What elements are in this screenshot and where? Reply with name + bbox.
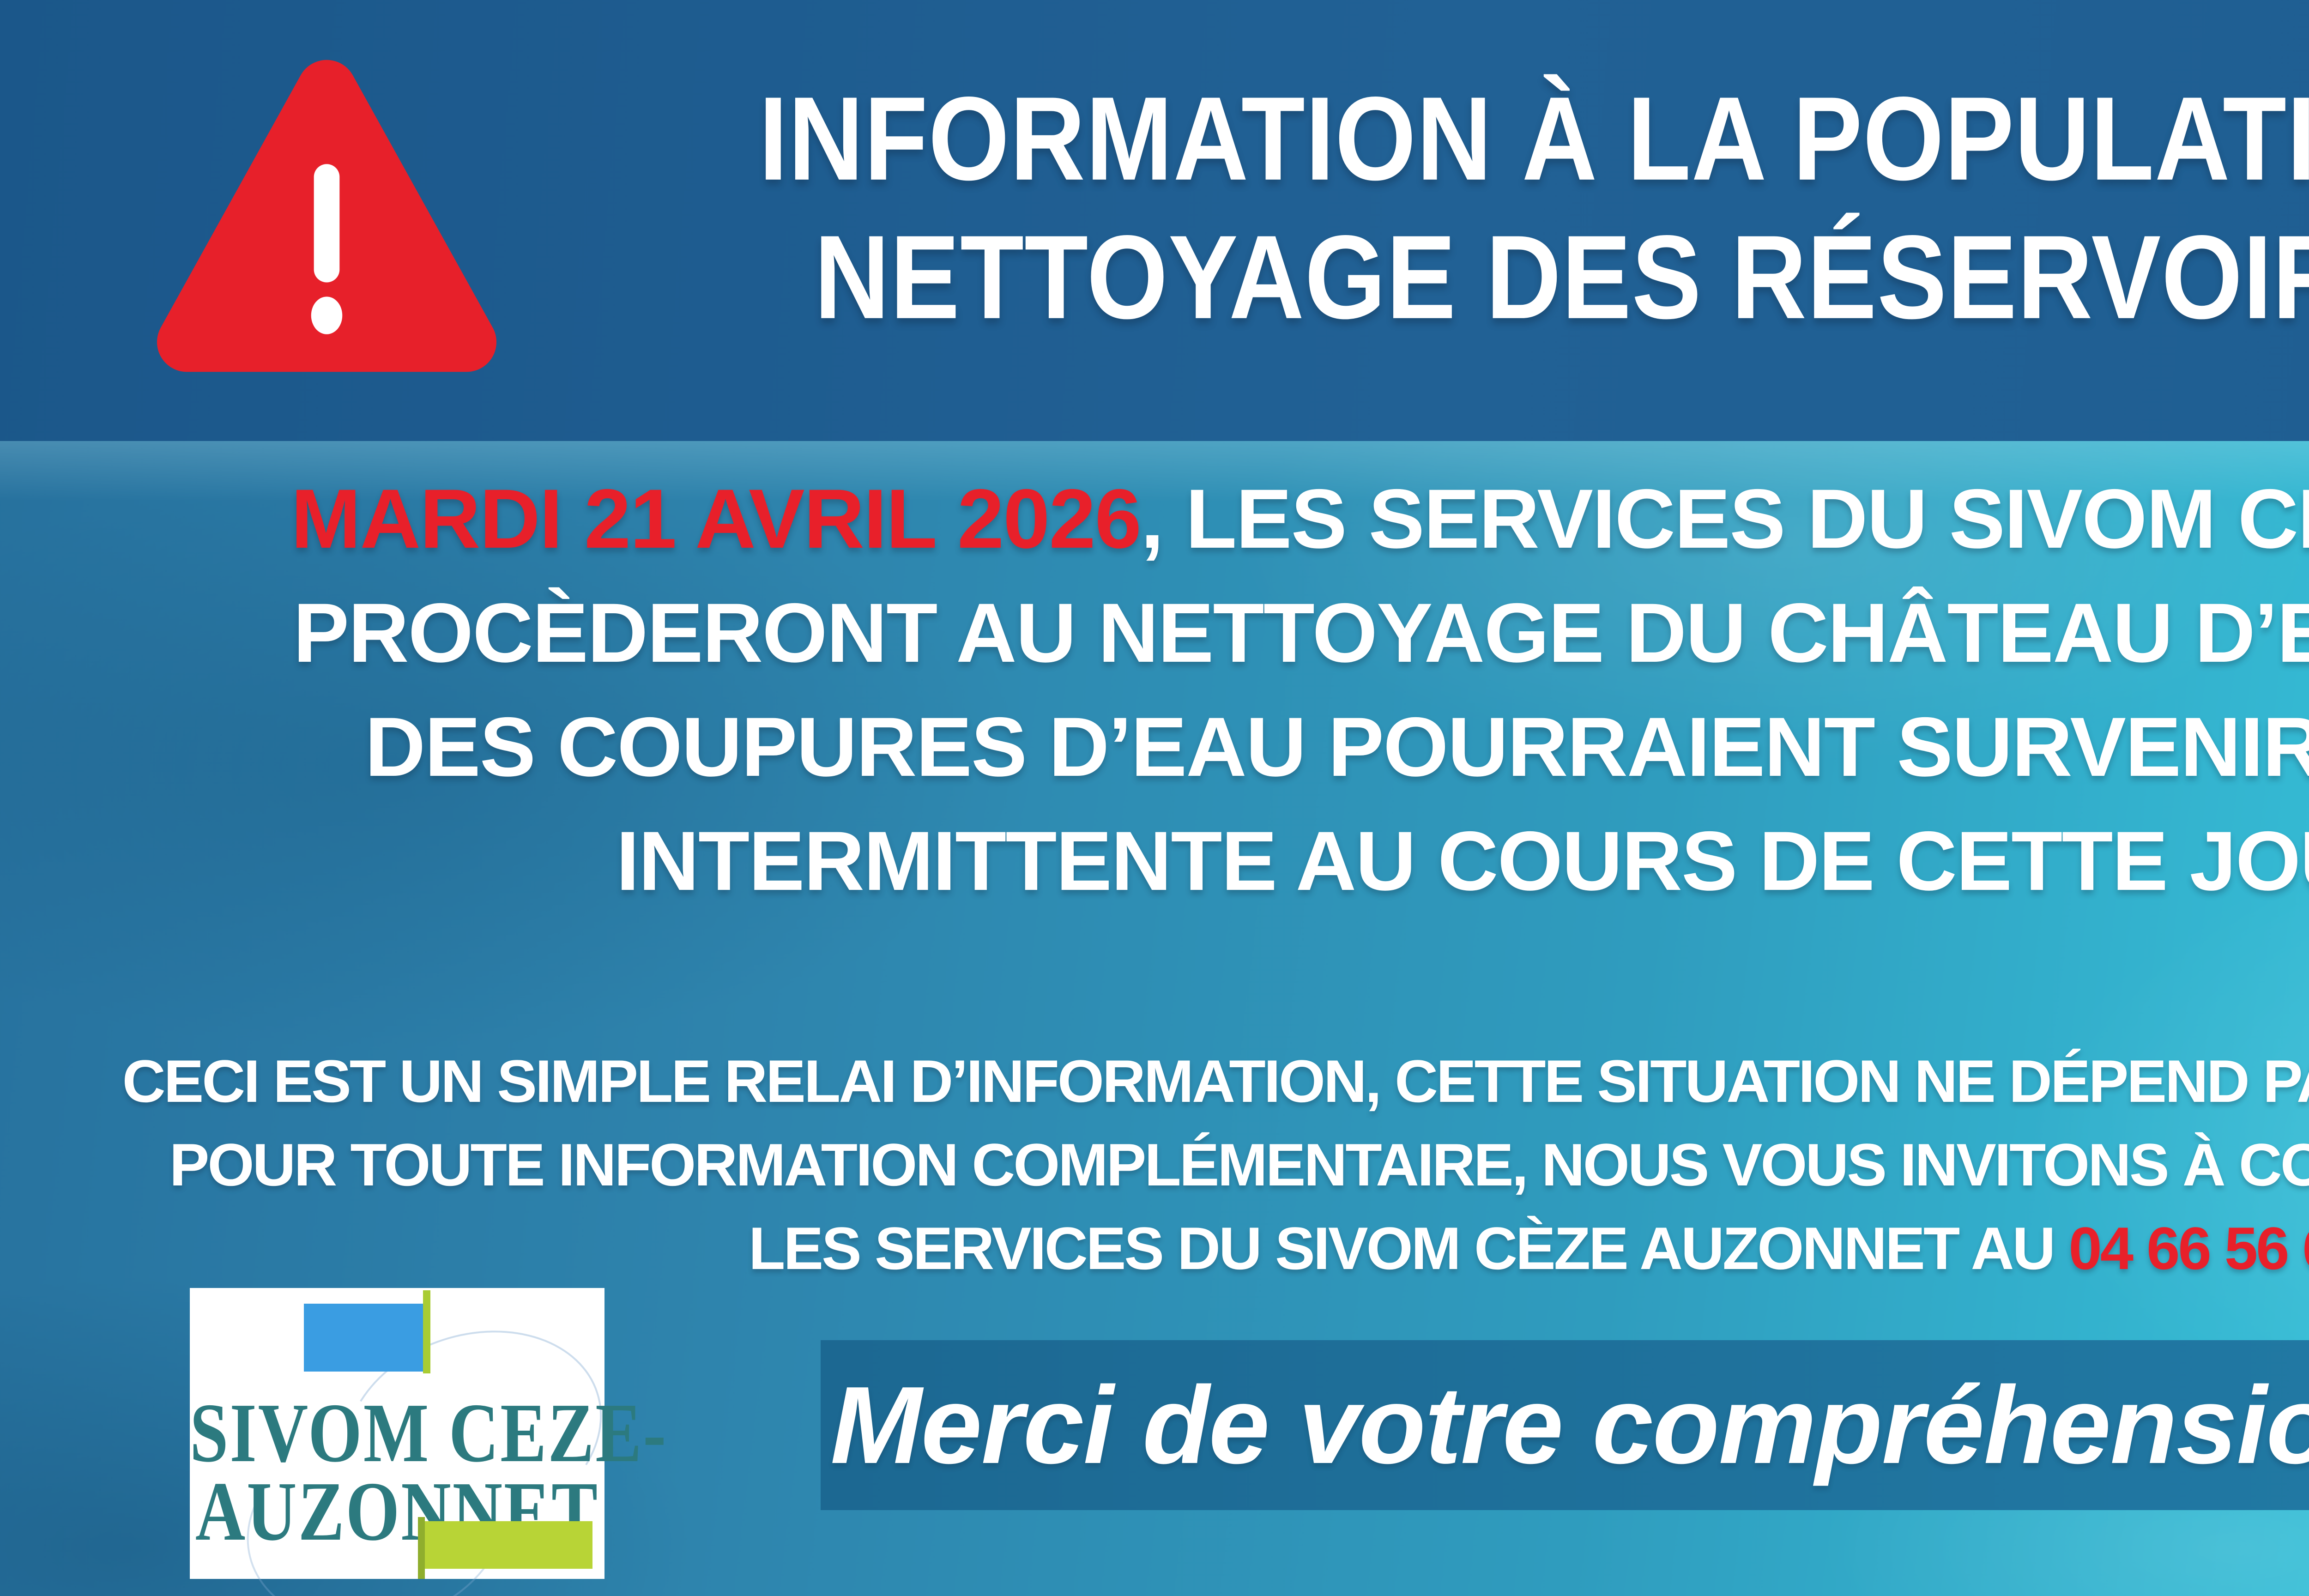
- sivom-green-bar-bottom: [418, 1517, 425, 1579]
- poster-title: INFORMATION À LA POPULATION NETTOYAGE DE…: [554, 69, 2309, 346]
- sivom-logo: SIVOM CEZE- AUZONNET: [190, 1288, 668, 1596]
- message-line-2: PROCÈDERONT AU NETTOYAGE DU CHÂTEAU D’EA…: [293, 586, 2309, 680]
- message-line-4: INTERMITTENTE AU COURS DE CETTE JOURNÉE.: [616, 814, 2309, 908]
- notice-line-3: LES SERVICES DU SIVOM CÈZE AUZONNET AU 0…: [72, 1207, 2309, 1290]
- thanks-banner: Merci de votre compréhension: [821, 1340, 2309, 1510]
- title-line-2: NETTOYAGE DES RÉSERVOIRS: [814, 210, 2309, 344]
- sivom-lime-bar-top: [423, 1290, 430, 1373]
- date-highlight: MARDI 21 AVRIL 2026: [290, 472, 1142, 566]
- title-line-1: INFORMATION À LA POPULATION: [759, 72, 2309, 205]
- secondary-notice: CECI EST UN SIMPLE RELAI D’INFORMATION, …: [72, 1040, 2309, 1290]
- main-message: MARDI 21 AVRIL 2026, LES SERVICES DU SIV…: [136, 462, 2309, 918]
- header-bottom-highlight: [0, 441, 2309, 501]
- message-line-3: DES COUPURES D’EAU POURRAIENT SURVENIR D…: [365, 700, 2309, 794]
- sivom-blue-rectangle: [304, 1304, 423, 1372]
- sivom-lime-rectangle: [421, 1521, 592, 1569]
- message-line-1: MARDI 21 AVRIL 2026, LES SERVICES DU SIV…: [136, 462, 2309, 576]
- notice-line-3-prefix: LES SERVICES DU SIVOM CÈZE AUZONNET AU: [749, 1215, 2069, 1282]
- notice-line-2: POUR TOUTE INFORMATION COMPLÉMENTAIRE, N…: [169, 1131, 2309, 1198]
- sivom-name-line-1: SIVOM CEZE-: [190, 1386, 668, 1480]
- message-line-1-rest: , LES SERVICES DU SIVOM CÈZE AUZONNET: [1140, 472, 2309, 566]
- warning-triangle-icon: [157, 60, 497, 372]
- phone-number: 04 66 56 67 19: [2068, 1215, 2309, 1282]
- thanks-banner-text: Merci de votre compréhension: [830, 1364, 2309, 1487]
- notice-line-1: CECI EST UN SIMPLE RELAI D’INFORMATION, …: [122, 1047, 2309, 1115]
- exclamation-bar: [314, 164, 340, 283]
- exclamation-dot: [311, 296, 343, 334]
